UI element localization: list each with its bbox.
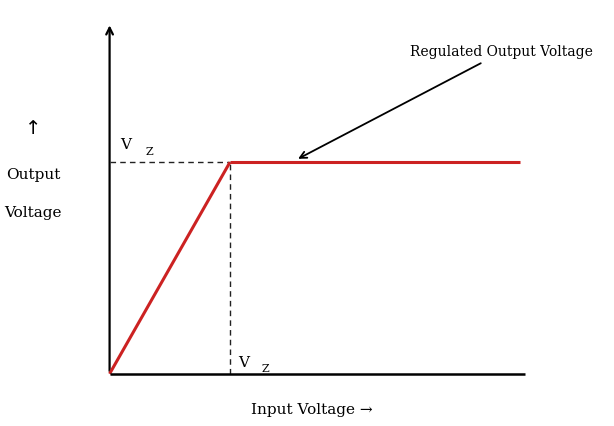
Text: Regulated Output Voltage: Regulated Output Voltage (300, 45, 593, 158)
Text: ↑: ↑ (25, 119, 41, 138)
Text: V: V (120, 138, 131, 152)
Text: Input Voltage →: Input Voltage → (251, 403, 373, 417)
Text: Z: Z (145, 147, 153, 157)
Text: Output: Output (6, 168, 60, 182)
Text: V: V (238, 356, 249, 370)
Text: Voltage: Voltage (4, 206, 62, 220)
Text: Z: Z (262, 364, 270, 374)
